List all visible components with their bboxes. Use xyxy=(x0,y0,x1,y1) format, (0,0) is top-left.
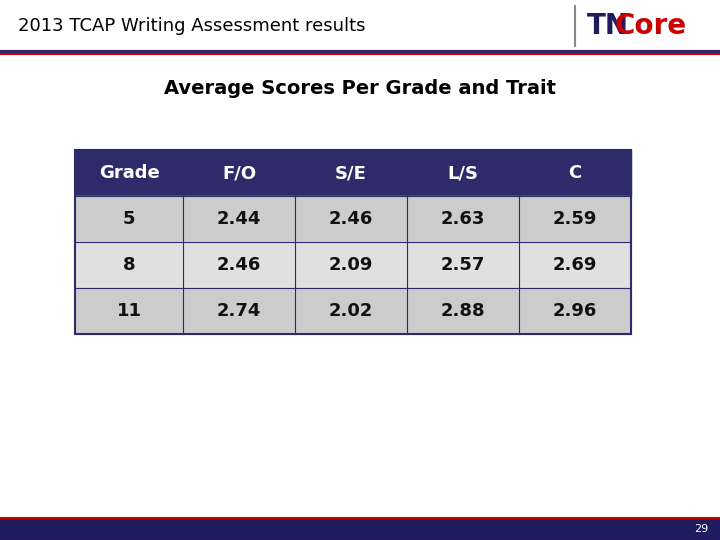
Text: 2.59: 2.59 xyxy=(553,210,597,228)
Text: 2.02: 2.02 xyxy=(329,302,373,320)
Bar xyxy=(407,196,519,242)
Text: 2.96: 2.96 xyxy=(553,302,597,320)
Bar xyxy=(183,196,295,242)
Text: S/E: S/E xyxy=(335,164,367,182)
Bar xyxy=(519,288,631,334)
Bar xyxy=(407,288,519,334)
Bar xyxy=(75,288,183,334)
Text: 5: 5 xyxy=(122,210,135,228)
Text: 2.44: 2.44 xyxy=(217,210,261,228)
Bar xyxy=(183,150,295,196)
Text: Average Scores Per Grade and Trait: Average Scores Per Grade and Trait xyxy=(164,78,556,98)
Text: Core: Core xyxy=(615,12,687,40)
Text: 2.46: 2.46 xyxy=(217,256,261,274)
Text: 2.63: 2.63 xyxy=(441,210,485,228)
Bar xyxy=(183,288,295,334)
Text: 2.57: 2.57 xyxy=(441,256,485,274)
Bar xyxy=(407,150,519,196)
Bar xyxy=(295,196,407,242)
Bar xyxy=(183,242,295,288)
Bar xyxy=(295,150,407,196)
Text: 8: 8 xyxy=(122,256,135,274)
Bar xyxy=(519,196,631,242)
Bar xyxy=(295,242,407,288)
Text: 2.09: 2.09 xyxy=(329,256,373,274)
Text: 2.74: 2.74 xyxy=(217,302,261,320)
Text: 29: 29 xyxy=(694,524,708,534)
Text: 11: 11 xyxy=(117,302,142,320)
Bar xyxy=(407,242,519,288)
Text: F/O: F/O xyxy=(222,164,256,182)
Bar xyxy=(0,0,720,52)
Bar xyxy=(75,242,183,288)
Text: C: C xyxy=(568,164,582,182)
Text: 2.69: 2.69 xyxy=(553,256,597,274)
Bar xyxy=(0,518,720,540)
Bar xyxy=(75,150,183,196)
Bar xyxy=(75,150,631,334)
Bar xyxy=(519,150,631,196)
Text: 2.46: 2.46 xyxy=(329,210,373,228)
Text: Grade: Grade xyxy=(99,164,159,182)
Bar xyxy=(295,288,407,334)
Text: 2013 TCAP Writing Assessment results: 2013 TCAP Writing Assessment results xyxy=(18,17,366,35)
Bar xyxy=(519,242,631,288)
Text: TN: TN xyxy=(587,12,629,40)
Text: L/S: L/S xyxy=(448,164,479,182)
Text: 2.88: 2.88 xyxy=(441,302,485,320)
Bar xyxy=(75,196,183,242)
